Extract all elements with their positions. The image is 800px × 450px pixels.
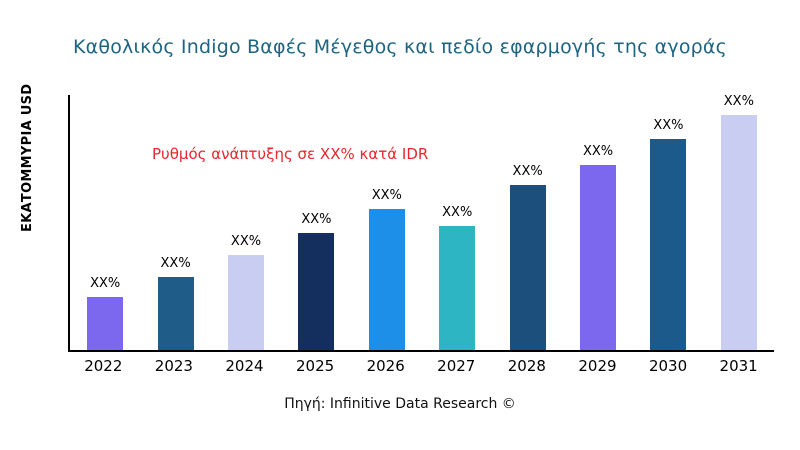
bar-value-label-2025: XX%	[301, 212, 332, 228]
bar-2029	[580, 165, 617, 350]
x-tick-2029: 2029	[578, 357, 617, 375]
bar-2026	[368, 209, 405, 350]
plot-area: Ρυθμός ανάπτυξης σε XX% κατά IDR XX% XX% X…	[68, 95, 774, 352]
bar-value-label-2027: XX%	[442, 205, 473, 221]
x-axis-ticks: 2022 2023 2024 2025 2026 2027 2028 2029 2030 2031	[68, 357, 774, 375]
bar-2022	[87, 296, 124, 350]
x-tick-2031: 2031	[719, 357, 758, 375]
bar-2025	[298, 233, 335, 350]
x-tick-2024: 2024	[225, 357, 264, 375]
bar-2024	[228, 255, 265, 350]
x-tick-2030: 2030	[648, 357, 688, 375]
x-tick-2025: 2025	[295, 357, 335, 375]
x-tick-2022: 2022	[84, 357, 123, 375]
bar-column-2024: XX%	[211, 95, 281, 350]
bar-2023	[157, 277, 194, 350]
x-tick-2026: 2026	[366, 357, 405, 375]
bar-column-2023: XX%	[140, 95, 210, 350]
growth-rate-annotation: Ρυθμός ανάπτυξης σε XX% κατά IDR	[152, 145, 429, 163]
bar-column-2026: XX%	[352, 95, 422, 350]
bar-2031	[720, 115, 757, 350]
x-tick-2028: 2028	[507, 357, 546, 375]
bar-column-2029: XX%	[563, 95, 633, 350]
chart-title: Καθολικός Indigo Βαφές Μέγεθος και πεδίο…	[73, 36, 727, 58]
bar-column-2027: XX%	[422, 95, 492, 350]
bar-column-2030: XX%	[633, 95, 703, 350]
bars-container: XX% XX% XX% XX% XX% XX% XX% XX% XX% XX%	[70, 95, 774, 350]
bar-value-label-2031: XX%	[723, 94, 754, 109]
x-tick-2027: 2027	[437, 357, 476, 375]
y-axis-label: ΕΚΑΤΟΜΜΥΡΙΑ USD	[20, 83, 35, 233]
bar-column-2022: XX%	[70, 95, 140, 350]
x-tick-2023: 2023	[154, 357, 193, 375]
bar-value-label-2024: XX%	[230, 234, 262, 250]
bar-value-label-2030: XX%	[653, 117, 684, 133]
bar-value-label-2028: XX%	[512, 163, 543, 179]
bar-column-2031: XX%	[704, 95, 774, 350]
bar-2027	[439, 226, 476, 350]
bar-column-2025: XX%	[281, 95, 351, 350]
source-text: Πηγή: Infinitive Data Research ©	[284, 396, 516, 412]
bar-value-label-2022: XX%	[90, 275, 121, 291]
bar-2030	[650, 138, 687, 350]
bar-value-label-2029: XX%	[582, 144, 614, 160]
bar-column-2028: XX%	[492, 95, 562, 350]
bar-value-label-2023: XX%	[160, 256, 191, 272]
bar-2028	[509, 184, 546, 350]
bar-value-label-2026: XX%	[371, 188, 402, 204]
